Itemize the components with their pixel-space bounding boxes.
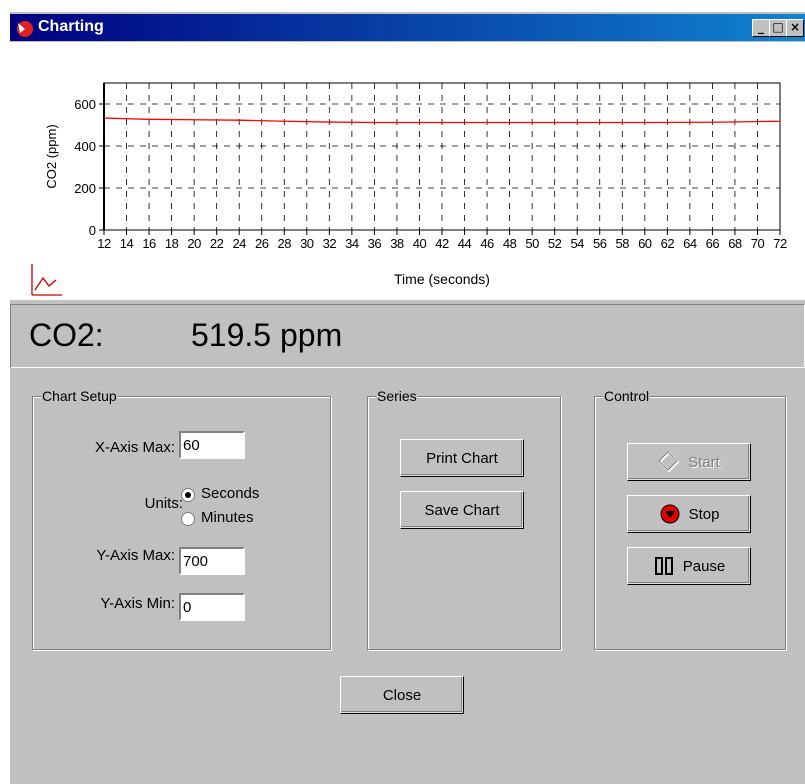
close-window-button[interactable]: × xyxy=(786,19,804,37)
radio-label: Minutes xyxy=(201,509,254,526)
y-axis-max-input[interactable]: 700 xyxy=(179,547,245,575)
button-icon xyxy=(658,451,680,473)
x-tick-label: 14 xyxy=(120,236,134,251)
series-group: Series Print Chart Save Chart xyxy=(367,388,561,650)
app-icon xyxy=(17,21,33,37)
title-bar: Charting _ □ × xyxy=(10,14,805,41)
window: Charting _ □ × 0 200 400 600 12 14 16 18 20 22 24 2… xyxy=(10,12,805,784)
readout-label: CO2: xyxy=(29,317,104,353)
y-axis-min-input[interactable]: 0 xyxy=(179,593,245,621)
field-label: X-Axis Max: xyxy=(94,439,175,456)
x-tick-label: 46 xyxy=(480,236,494,251)
group-title: Control xyxy=(603,388,651,404)
x-tick-label: 64 xyxy=(683,236,697,251)
minimize-button[interactable]: _ xyxy=(752,19,770,37)
x-tick-label: 36 xyxy=(368,236,382,251)
x-tick-label: 12 xyxy=(97,236,111,251)
x-tick-label: 54 xyxy=(570,236,584,251)
x-tick-label: 68 xyxy=(728,236,742,251)
x-tick-label: 22 xyxy=(210,236,224,251)
x-tick-label: 40 xyxy=(413,236,427,251)
button-label: Stop xyxy=(688,505,720,523)
button: Start xyxy=(627,443,751,481)
control-group: Control Start Stop Pause xyxy=(594,388,786,650)
button[interactable]: Stop xyxy=(627,495,751,533)
x-tick-label: 38 xyxy=(390,236,404,251)
x-tick-label: 72 xyxy=(773,236,787,251)
x-tick-label: 50 xyxy=(525,236,539,251)
readout-panel: CO2: 519.5 ppm xyxy=(10,304,805,368)
field-label: Y-Axis Max: xyxy=(96,547,175,564)
y-tick-label: 600 xyxy=(74,97,96,112)
x-tick-label: 24 xyxy=(232,236,246,251)
x-tick-label: 20 xyxy=(187,236,201,251)
x-tick-label: 66 xyxy=(706,236,720,251)
x-tick-label: 60 xyxy=(638,236,652,251)
x-tick-label: 70 xyxy=(751,236,765,251)
button-label: Start xyxy=(688,453,720,471)
x-axis-label: Time (seconds) xyxy=(394,271,490,287)
chart: 0 200 400 600 12 14 16 18 20 22 24 26 28 30 32 34 36 38 40… xyxy=(10,42,805,300)
group-title: Series xyxy=(376,388,418,404)
x-tick-label: 16 xyxy=(142,236,156,251)
x-tick-label: 18 xyxy=(165,236,179,251)
button-label: Pause xyxy=(682,557,726,575)
radio-button[interactable] xyxy=(181,488,195,502)
x-tick-label: 32 xyxy=(323,236,337,251)
close-button[interactable]: Close xyxy=(340,676,464,714)
x-axis-max-input[interactable]: 60 xyxy=(179,431,245,459)
field-label: Units: xyxy=(144,495,183,512)
x-tick-label: 58 xyxy=(616,236,630,251)
x-tick-label: 30 xyxy=(300,236,314,251)
button[interactable]: Print Chart xyxy=(400,439,524,477)
maximize-button[interactable]: □ xyxy=(769,19,787,37)
y-tick-label: 400 xyxy=(74,139,96,154)
radio-label: Seconds xyxy=(201,485,260,502)
y-axis-label: CO2 (ppm) xyxy=(44,124,59,188)
x-tick-label: 28 xyxy=(278,236,292,251)
y-tick-label: 200 xyxy=(74,181,96,196)
button-icon xyxy=(653,555,675,577)
field-label: Y-Axis Min: xyxy=(100,595,175,612)
group-title: Chart Setup xyxy=(41,388,118,404)
chart-setup-group: Chart Setup X-Axis Max: 60 Units: Second… xyxy=(32,388,331,650)
button-icon xyxy=(659,503,681,525)
x-tick-label: 44 xyxy=(458,236,472,251)
x-tick-label: 48 xyxy=(503,236,517,251)
y-tick-label: 0 xyxy=(89,223,96,238)
x-tick-label: 42 xyxy=(435,236,449,251)
radio-dot xyxy=(185,492,191,498)
x-tick-label: 34 xyxy=(345,236,359,251)
x-tick-label: 26 xyxy=(255,236,269,251)
x-tick-label: 62 xyxy=(661,236,675,251)
window-title: Charting xyxy=(38,18,104,35)
button[interactable]: Save Chart xyxy=(400,491,524,529)
radio-button[interactable] xyxy=(181,512,195,526)
button[interactable]: Pause xyxy=(627,547,751,585)
readout-value: 519.5 ppm xyxy=(191,317,343,353)
data-line xyxy=(103,117,781,124)
x-tick-label: 56 xyxy=(593,236,607,251)
x-tick-label: 52 xyxy=(548,236,562,251)
chart-icon xyxy=(31,264,62,296)
